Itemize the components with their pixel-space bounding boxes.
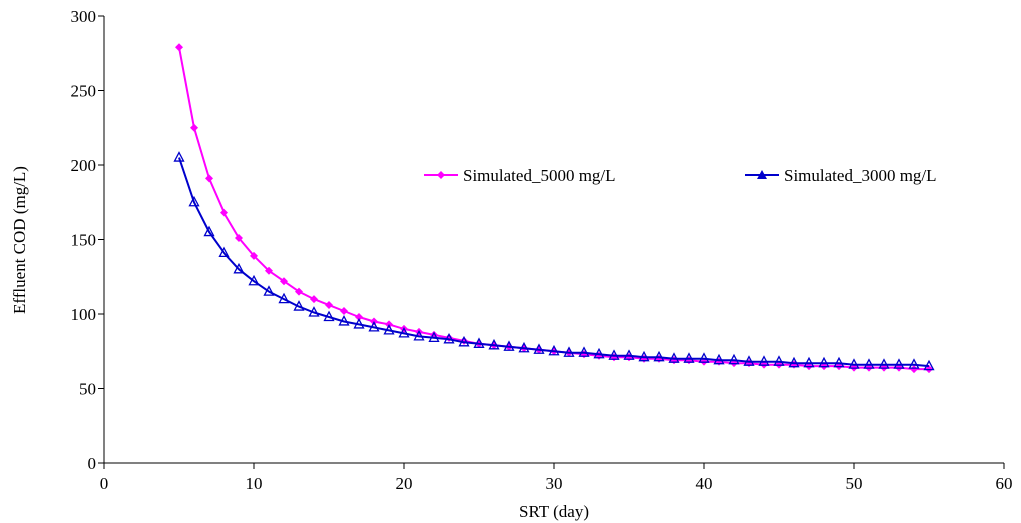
y-tick-label: 0 [88, 454, 97, 473]
data-point [668, 352, 680, 363]
x-axis: 0 10 20 30 40 50 60 [100, 462, 1013, 493]
legend-item-3000: Simulated_3000 mg/L [745, 166, 937, 185]
series-line-1 [178, 157, 930, 368]
data-point [833, 356, 845, 368]
data-point [533, 343, 545, 354]
y-tick-label: 50 [79, 380, 96, 399]
data-point [683, 352, 695, 363]
x-tick-label: 50 [846, 474, 863, 493]
data-point [310, 295, 318, 304]
data-point [188, 195, 200, 207]
data-point [233, 262, 245, 274]
data-point [578, 346, 590, 357]
y-axis: 0 50 100 150 200 250 300 [71, 7, 105, 473]
data-point [338, 315, 350, 326]
x-tick-label: 10 [246, 474, 263, 493]
data-point [713, 353, 725, 365]
data-point [323, 310, 335, 322]
data-point [295, 287, 303, 296]
y-tick-label: 250 [71, 82, 97, 101]
data-point [220, 208, 228, 217]
data-point [250, 251, 258, 260]
data-point [308, 306, 320, 317]
y-tick-label: 100 [71, 305, 97, 324]
data-point [923, 359, 935, 371]
x-tick-label: 40 [696, 474, 713, 493]
y-tick-label: 300 [71, 7, 97, 26]
data-point [175, 43, 183, 52]
data-point [593, 347, 605, 359]
legend-marker-3000 [757, 170, 767, 179]
data-point [908, 358, 920, 369]
data-point [340, 307, 348, 316]
data-point [325, 301, 333, 310]
data-point [548, 344, 560, 356]
data-point [728, 353, 740, 365]
y-tick-label: 200 [71, 156, 97, 175]
x-tick-label: 0 [100, 474, 109, 493]
data-point [608, 349, 620, 360]
x-tick-label: 30 [546, 474, 563, 493]
data-point [488, 338, 500, 350]
data-point [280, 277, 288, 286]
legend: Simulated_5000 mg/L Simulated_3000 mg/L [424, 166, 937, 185]
data-point [353, 318, 365, 329]
data-point [638, 350, 650, 362]
data-point [398, 326, 410, 338]
data-point [218, 246, 230, 258]
data-point [265, 266, 273, 275]
data-point [623, 349, 635, 360]
data-point [235, 234, 243, 243]
series-0 [175, 43, 933, 374]
data-point [263, 285, 275, 296]
legend-label-3000: Simulated_3000 mg/L [784, 166, 937, 185]
data-point [278, 292, 290, 304]
data-point [743, 355, 755, 366]
x-axis-title: SRT (day) [519, 502, 589, 521]
data-point [368, 321, 380, 332]
data-point [248, 274, 260, 286]
data-point [910, 365, 918, 374]
data-point [788, 356, 800, 368]
data-point [503, 340, 515, 351]
y-axis-title: Effluent COD (mg/L) [10, 166, 29, 314]
data-point [428, 331, 440, 342]
data-point [878, 358, 890, 369]
y-tick-label: 150 [71, 231, 97, 250]
data-point [443, 332, 455, 344]
data-point [818, 356, 830, 368]
data-point [355, 312, 363, 321]
data-point [458, 335, 470, 347]
data-point [383, 324, 395, 335]
data-point [848, 358, 860, 369]
data-point [190, 123, 198, 132]
data-point [413, 329, 425, 341]
series-1 [173, 151, 935, 371]
legend-marker-5000 [437, 171, 445, 179]
data-point [203, 225, 215, 237]
data-point [653, 350, 665, 362]
data-point [863, 358, 875, 369]
series-line-0 [178, 47, 929, 371]
data-point [893, 358, 905, 369]
data-point [518, 341, 530, 353]
data-point [205, 174, 213, 183]
data-point [173, 151, 185, 162]
data-point [698, 352, 710, 363]
data-point [563, 346, 575, 357]
data-point [473, 337, 485, 348]
x-tick-label: 20 [396, 474, 413, 493]
legend-item-5000: Simulated_5000 mg/L [424, 166, 616, 185]
data-point [773, 355, 785, 366]
x-tick-label: 60 [996, 474, 1013, 493]
data-point [803, 356, 815, 368]
data-point [758, 355, 770, 366]
series-layer [173, 43, 935, 374]
legend-label-5000: Simulated_5000 mg/L [463, 166, 616, 185]
data-point [293, 300, 305, 311]
